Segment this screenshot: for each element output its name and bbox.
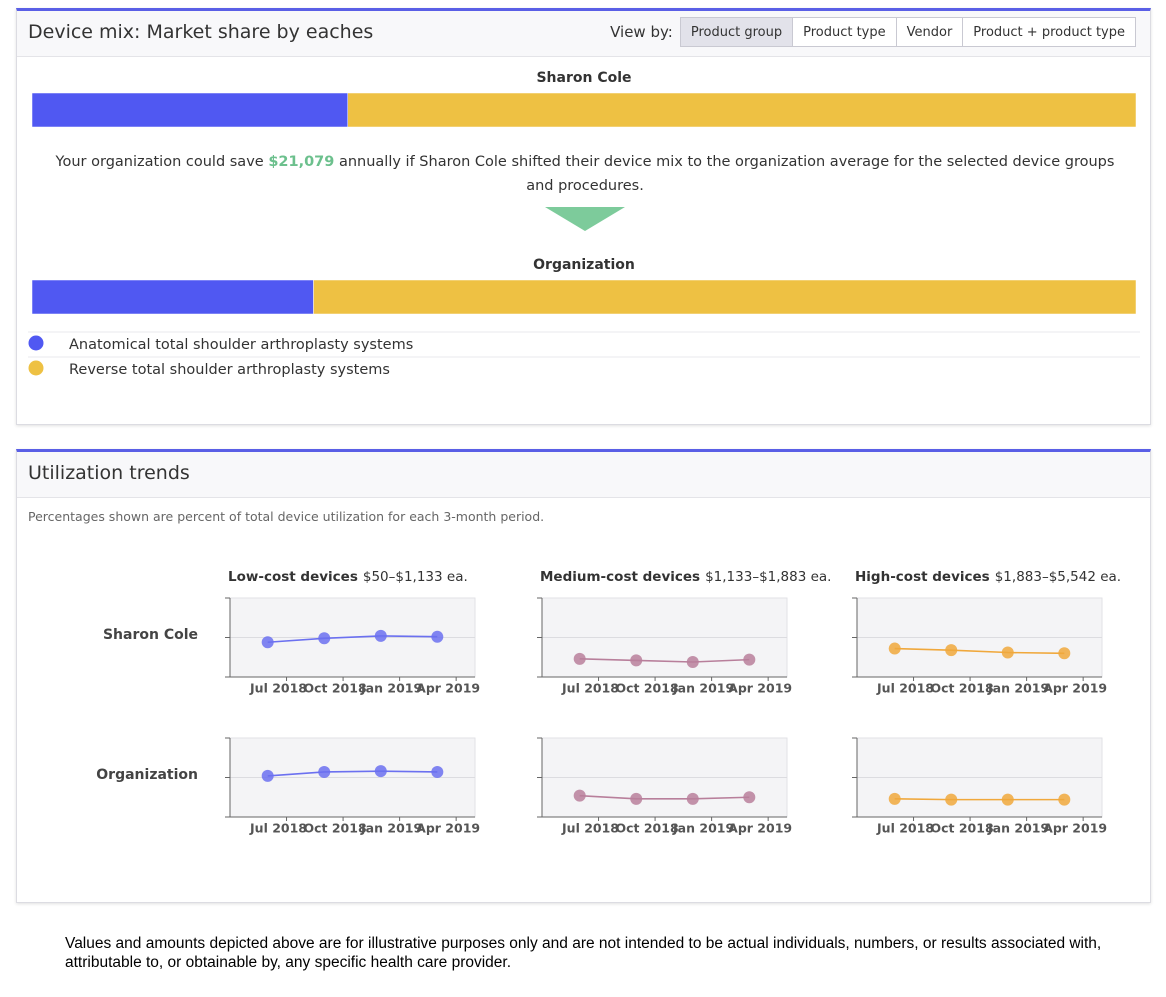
x-tick-label: Jan 2019 [360, 821, 422, 836]
savings-after: annually if Sharon Cole shifted their de… [334, 154, 1115, 194]
trend-point [261, 769, 274, 782]
x-tick-label: Apr 2019 [1043, 821, 1107, 836]
x-tick-label: Oct 2018 [930, 681, 993, 696]
x-tick-label: Jul 2018 [249, 821, 307, 836]
x-tick-label: Apr 2019 [416, 681, 480, 696]
x-tick-label: Apr 2019 [728, 821, 792, 836]
trend-point [318, 765, 331, 778]
trend-line [579, 794, 750, 800]
column-range: $1,133–$1,883 ea. [705, 569, 831, 585]
trend-line [894, 798, 1065, 801]
trend-point [630, 792, 643, 805]
column-name: High-cost devices [855, 569, 990, 585]
column-name: Medium-cost devices [540, 569, 700, 585]
panel-header: Device mix: Market share by eaches View … [17, 11, 1150, 57]
trend-point [945, 644, 958, 657]
trend-point [1058, 647, 1071, 660]
legend-label: Reverse total shoulder arthroplasty syst… [69, 362, 390, 378]
bar-segment [31, 279, 314, 315]
legend-swatch [28, 360, 44, 376]
legend-swatch [28, 335, 44, 351]
trend-point [1001, 646, 1014, 659]
bar-label: Sharon Cole [536, 70, 631, 86]
view-by-label: View by: [610, 23, 673, 41]
trend-point [318, 632, 331, 645]
x-tick-label: Apr 2019 [1043, 681, 1107, 696]
disclaimer: Values and amounts depicted above are fo… [65, 935, 1102, 971]
x-tick-label: Oct 2018 [303, 821, 366, 836]
trend-line [267, 635, 438, 644]
trend-point [686, 655, 699, 668]
savings-arrow [545, 207, 625, 231]
device-mix-panel: Device mix: Market share by eaches View … [16, 8, 1151, 425]
view-by-option[interactable]: Vendor [895, 17, 964, 47]
row-label: Organization [96, 767, 198, 783]
trend-point [573, 652, 586, 665]
trend-point [431, 765, 444, 778]
trend-point [743, 791, 756, 804]
column-range: $50–$1,133 ea. [363, 569, 468, 585]
row-label: Sharon Cole [103, 627, 198, 643]
trend-point [630, 654, 643, 667]
savings-text: Your organization could save $21,079 ann… [40, 150, 1130, 198]
trend-point [374, 765, 387, 778]
view-by-option[interactable]: Product type [792, 17, 897, 47]
panel-title: Utilization trends [28, 462, 190, 484]
trend-point [945, 793, 958, 806]
column-range: $1,883–$5,542 ea. [995, 569, 1121, 585]
trend-point [431, 630, 444, 643]
trend-line [894, 647, 1065, 655]
x-tick-label: Jan 2019 [987, 681, 1049, 696]
trend-point [743, 653, 756, 666]
x-tick-label: Jan 2019 [360, 681, 422, 696]
savings-before: Your organization could save [55, 154, 269, 170]
bar-segment [31, 92, 348, 128]
column-title: Low-cost devices $50–$1,133 ea. [228, 569, 468, 585]
x-tick-label: Jan 2019 [672, 681, 734, 696]
trend-point [573, 789, 586, 802]
trend-point [374, 629, 387, 642]
trend-point [888, 792, 901, 805]
x-tick-label: Jul 2018 [249, 681, 307, 696]
x-tick-label: Jul 2018 [876, 821, 934, 836]
trend-point [1058, 793, 1071, 806]
legend-label: Anatomical total shoulder arthroplasty s… [69, 337, 413, 353]
x-tick-label: Oct 2018 [615, 681, 678, 696]
trend-line [267, 770, 438, 777]
trend-point [888, 642, 901, 655]
x-tick-label: Oct 2018 [615, 821, 678, 836]
bar-segment [313, 279, 1137, 315]
bar-label: Organization [533, 257, 635, 273]
x-tick-label: Apr 2019 [416, 821, 480, 836]
view-by-option[interactable]: Product + product type [962, 17, 1136, 47]
x-tick-label: Jan 2019 [987, 821, 1049, 836]
x-tick-label: Oct 2018 [303, 681, 366, 696]
trend-point [686, 792, 699, 805]
x-tick-label: Jan 2019 [672, 821, 734, 836]
bar-segment [347, 92, 1137, 128]
trend-point [261, 636, 274, 649]
x-tick-label: Apr 2019 [728, 681, 792, 696]
column-name: Low-cost devices [228, 569, 358, 585]
savings-amount: $21,079 [268, 154, 335, 170]
trend-point [1001, 793, 1014, 806]
x-tick-label: Jul 2018 [561, 821, 619, 836]
x-tick-label: Oct 2018 [930, 821, 993, 836]
column-title: High-cost devices $1,883–$5,542 ea. [855, 569, 1121, 585]
x-tick-label: Jul 2018 [876, 681, 934, 696]
view-by-option[interactable]: Product group [679, 17, 794, 47]
view-by: View by: Product group Product type Vendor… [610, 17, 1136, 47]
utilization-note: Percentages shown are percent of total d… [28, 509, 545, 524]
x-tick-label: Jul 2018 [561, 681, 619, 696]
panel-title: Device mix: Market share by eaches [28, 21, 374, 43]
panel-header: Utilization trends [17, 452, 1150, 498]
column-title: Medium-cost devices $1,133–$1,883 ea. [540, 569, 831, 585]
trend-line [579, 658, 750, 663]
